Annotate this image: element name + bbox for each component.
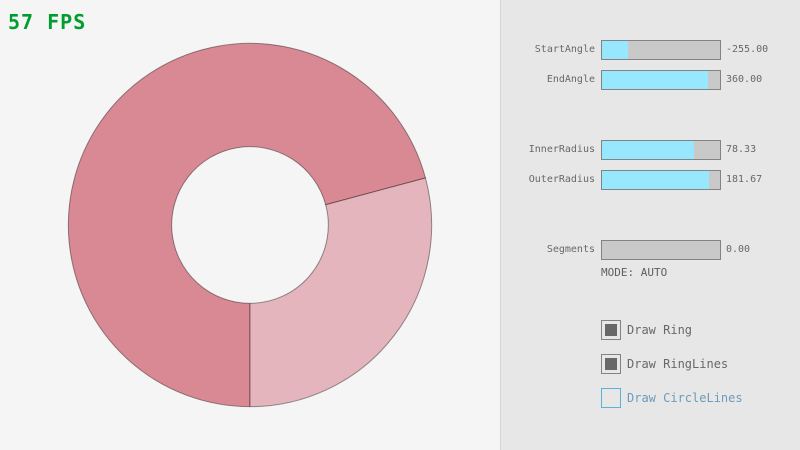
slider-endangle-bar[interactable]	[601, 70, 721, 90]
slider-startangle-bar[interactable]	[601, 40, 721, 60]
slider-segments-label: Segments	[546, 244, 595, 255]
slider-segments-value: 0.00	[726, 244, 751, 255]
slider-startangle-fill	[602, 41, 628, 59]
checkbox-draw-ringlines[interactable]: Draw RingLines	[601, 354, 728, 374]
slider-row-endangle: EndAngle 360.00	[501, 70, 800, 90]
controls-panel: StartAngle -255.00 EndAngle 360.00 Inner…	[500, 0, 800, 450]
slider-outerradius-value: 181.67	[726, 174, 763, 185]
slider-innerradius-fill	[602, 141, 695, 159]
checkbox-draw-circlelines[interactable]: Draw CircleLines	[601, 388, 743, 408]
slider-endangle-fill	[602, 71, 709, 89]
checkbox-draw-circlelines-box[interactable]	[601, 388, 621, 408]
slider-outerradius-fill	[602, 171, 710, 189]
ring-segment-single	[249, 177, 433, 408]
mode-label: MODE: AUTO	[601, 266, 668, 279]
slider-outerradius-bar[interactable]	[601, 170, 721, 190]
slider-row-segments: Segments 0.00	[501, 240, 800, 260]
checkbox-draw-ring-box[interactable]	[601, 320, 621, 340]
slider-row-innerradius: InnerRadius 78.33	[501, 140, 800, 160]
ring-chart	[67, 42, 433, 408]
slider-outerradius-label: OuterRadius	[528, 174, 595, 185]
ring-segment-overlap	[67, 42, 427, 408]
slider-startangle-value: -255.00	[726, 44, 769, 55]
fps-counter: 57 FPS	[8, 10, 87, 34]
checkbox-draw-ringlines-box[interactable]	[601, 354, 621, 374]
slider-innerradius-bar[interactable]	[601, 140, 721, 160]
checkbox-draw-ring[interactable]: Draw Ring	[601, 320, 692, 340]
slider-endangle-label: EndAngle	[546, 74, 595, 85]
slider-row-startangle: StartAngle -255.00	[501, 40, 800, 60]
checkbox-draw-ring-label: Draw Ring	[627, 323, 693, 337]
checkbox-draw-ringlines-label: Draw RingLines	[627, 357, 729, 371]
slider-startangle-label: StartAngle	[534, 44, 595, 55]
slider-innerradius-label: InnerRadius	[528, 144, 595, 155]
slider-innerradius-value: 78.33	[726, 144, 757, 155]
slider-segments-bar[interactable]	[601, 240, 721, 260]
checkbox-draw-circlelines-label: Draw CircleLines	[627, 391, 743, 405]
slider-endangle-value: 360.00	[726, 74, 763, 85]
slider-row-outerradius: OuterRadius 181.67	[501, 170, 800, 190]
